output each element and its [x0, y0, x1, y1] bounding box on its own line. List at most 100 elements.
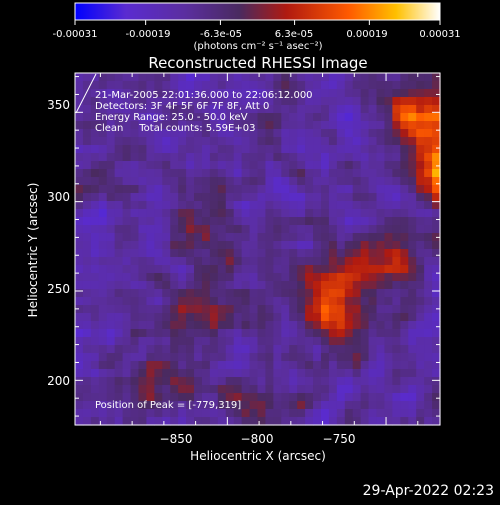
heatmap-cell [90, 137, 100, 146]
heatmap-cell [225, 393, 235, 402]
heatmap-cell [241, 409, 251, 418]
heatmap-cell [257, 289, 267, 298]
heatmap-cell [209, 81, 219, 90]
heatmap-cell [352, 409, 362, 418]
heatmap-cell [146, 73, 155, 82]
heatmap-cell [257, 193, 267, 202]
heatmap-cell [233, 249, 243, 258]
heatmap-cell [241, 97, 251, 106]
heatmap-cell [154, 209, 163, 218]
heatmap-cell [98, 305, 108, 314]
heatmap-cell [98, 185, 108, 194]
heatmap-cell [130, 217, 140, 226]
heatmap-cell [241, 209, 251, 218]
colorbar-tick-label: -0.00019 [126, 29, 171, 40]
heatmap-cell [360, 217, 370, 226]
heatmap-cell [273, 393, 282, 402]
heatmap-cell [424, 249, 433, 258]
heatmap-cell [162, 81, 171, 90]
heatmap-cell [289, 233, 298, 242]
heatmap-cell [114, 97, 124, 106]
heatmap-cell [344, 137, 354, 146]
heatmap-cell [289, 273, 298, 282]
heatmap-cell [233, 169, 243, 178]
heatmap-cell [384, 281, 393, 290]
heatmap-cell [241, 361, 251, 370]
heatmap-cell [289, 177, 298, 186]
heatmap-cell [225, 289, 235, 298]
heatmap-cell [162, 177, 171, 186]
heatmap-cell [336, 145, 346, 154]
heatmap-cell [170, 257, 179, 266]
heatmap-cell [122, 409, 132, 418]
heatmap-cell [432, 105, 441, 114]
heatmap-cell [328, 121, 338, 130]
heatmap-cell [328, 97, 338, 106]
heatmap-cell [344, 321, 354, 330]
heatmap-cell [186, 105, 195, 114]
heatmap-cell [122, 337, 132, 346]
heatmap-cell [154, 217, 163, 226]
heatmap-cell [352, 281, 362, 290]
heatmap-cell [360, 401, 370, 410]
heatmap-cell [106, 185, 116, 194]
heatmap-cell [297, 289, 306, 298]
heatmap-cell [384, 369, 393, 378]
heatmap-cell [328, 353, 338, 362]
heatmap-cell [392, 265, 401, 274]
heatmap-cell [257, 281, 267, 290]
heatmap-cell [305, 137, 314, 146]
heatmap-cell [225, 417, 235, 426]
heatmap-cell [352, 353, 362, 362]
heatmap-cell [432, 153, 441, 162]
heatmap-cell [106, 401, 116, 410]
colorbar-ticks [74, 20, 441, 25]
heatmap-cell [162, 281, 171, 290]
heatmap-cell [233, 401, 243, 410]
heatmap-cell [257, 129, 267, 138]
heatmap-cell [416, 257, 425, 266]
heatmap-cell [289, 217, 298, 226]
heatmap-cell [384, 345, 393, 354]
heatmap-cell [75, 113, 84, 122]
heatmap-cell [273, 377, 282, 386]
heatmap-cell [170, 73, 179, 82]
heatmap-cell [352, 321, 362, 330]
heatmap-cell [82, 369, 92, 378]
heatmap-cell [320, 105, 330, 114]
heatmap-cell [186, 73, 195, 82]
heatmap-cell [384, 81, 393, 90]
heatmap-cell [432, 145, 441, 154]
heatmap-cell [178, 265, 187, 274]
heatmap-cell [209, 201, 219, 210]
heatmap-cell [400, 417, 409, 426]
heatmap-cell [122, 241, 132, 250]
heatmap-cell [201, 177, 211, 186]
heatmap-cell [273, 89, 282, 98]
heatmap-cell [273, 193, 282, 202]
heatmap-cell [273, 345, 282, 354]
heatmap-cell [233, 89, 243, 98]
heatmap-cell [217, 161, 227, 170]
heatmap-cell [305, 297, 314, 306]
heatmap-cell [82, 385, 92, 394]
heatmap-cell [408, 161, 417, 170]
heatmap-cell [297, 121, 306, 130]
heatmap-cell [289, 369, 298, 378]
heatmap-cell [82, 409, 92, 418]
heatmap-cell [424, 257, 433, 266]
heatmap-cell [138, 345, 148, 354]
heatmap-cell [138, 409, 148, 418]
heatmap-cell [313, 401, 322, 410]
heatmap-cell [376, 265, 386, 274]
heatmap-cell [305, 113, 314, 122]
heatmap-cell [297, 217, 306, 226]
heatmap-cell [328, 241, 338, 250]
heatmap-cell [265, 209, 274, 218]
heatmap-cell [313, 193, 322, 202]
heatmap-cell [241, 257, 251, 266]
heatmap-cell [225, 241, 235, 250]
heatmap-cell [162, 289, 171, 298]
heatmap-cell [265, 217, 274, 226]
heatmap-cell [320, 97, 330, 106]
